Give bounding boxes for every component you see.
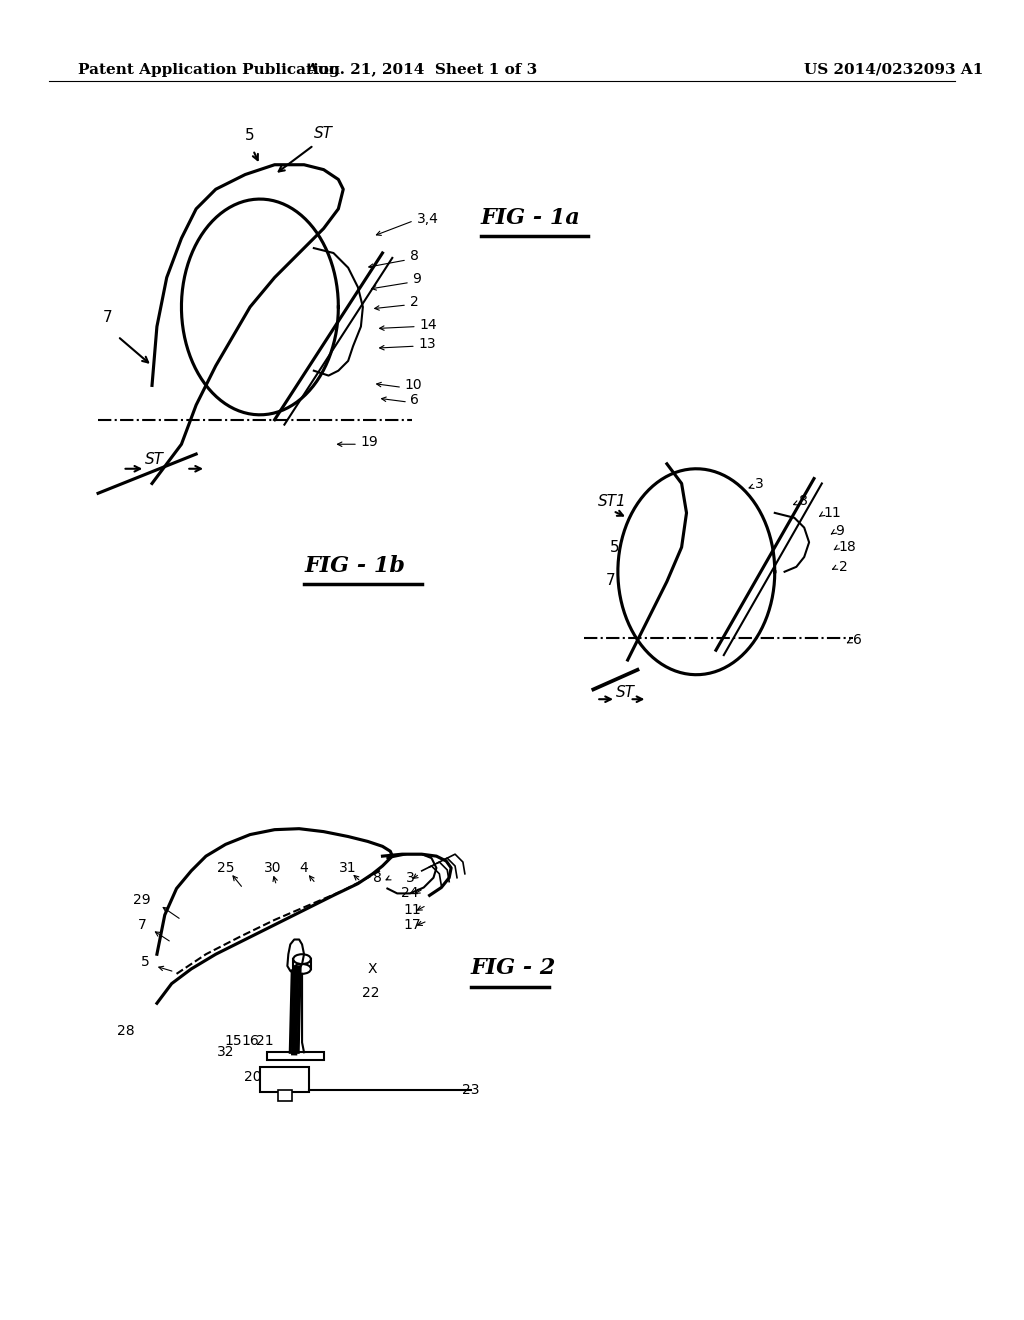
Text: 23: 23 [462, 1082, 479, 1097]
Text: 3: 3 [406, 871, 415, 884]
Text: FIG - 1a: FIG - 1a [480, 206, 581, 228]
Text: 18: 18 [839, 540, 856, 554]
Text: 7: 7 [138, 917, 146, 932]
Text: 5: 5 [610, 540, 620, 556]
Text: 17: 17 [403, 917, 421, 932]
Text: 25: 25 [217, 861, 234, 875]
Text: 9: 9 [412, 272, 421, 286]
Text: 22: 22 [361, 986, 380, 1001]
Text: 30: 30 [264, 861, 282, 875]
Ellipse shape [293, 954, 311, 964]
Text: 4: 4 [300, 861, 308, 875]
Text: 6: 6 [853, 634, 862, 647]
Text: 8: 8 [410, 249, 419, 263]
Bar [278, 1089, 292, 1101]
Text: US 2014/0232093 A1: US 2014/0232093 A1 [804, 62, 984, 77]
Text: 11: 11 [824, 506, 842, 520]
Text: 31: 31 [339, 861, 357, 875]
Text: 16: 16 [242, 1034, 259, 1048]
Text: 8: 8 [800, 494, 808, 508]
Text: X: X [368, 962, 378, 975]
Text: 3: 3 [755, 478, 764, 491]
Text: 6: 6 [410, 393, 419, 407]
Text: 11: 11 [403, 903, 421, 917]
Text: 8: 8 [373, 871, 382, 884]
Text: FIG - 2: FIG - 2 [471, 957, 556, 979]
Text: 21: 21 [256, 1034, 273, 1048]
Text: 24: 24 [401, 887, 419, 900]
FancyBboxPatch shape [260, 1067, 309, 1092]
Text: ST1: ST1 [598, 494, 627, 510]
Text: 7: 7 [103, 310, 113, 325]
Text: 5: 5 [140, 956, 150, 969]
Text: 2: 2 [410, 296, 419, 309]
Bar [267, 1052, 324, 1060]
Text: Aug. 21, 2014  Sheet 1 of 3: Aug. 21, 2014 Sheet 1 of 3 [306, 62, 538, 77]
Text: 7: 7 [606, 573, 615, 589]
Text: 32: 32 [217, 1045, 234, 1059]
Text: ST: ST [314, 127, 333, 141]
Text: 13: 13 [419, 337, 436, 351]
Text: ST: ST [615, 685, 635, 701]
Text: 28: 28 [117, 1024, 134, 1038]
Text: FIG - 1b: FIG - 1b [304, 554, 404, 577]
Text: 14: 14 [420, 318, 437, 331]
Text: Patent Application Publication: Patent Application Publication [79, 62, 340, 77]
Text: 19: 19 [360, 436, 379, 449]
Text: 15: 15 [224, 1034, 243, 1048]
Text: 10: 10 [404, 379, 422, 392]
Text: 2: 2 [839, 560, 847, 574]
Text: 20: 20 [245, 1069, 262, 1084]
Text: ST: ST [145, 451, 164, 467]
Ellipse shape [293, 964, 311, 974]
Text: 5: 5 [246, 128, 255, 143]
Text: 29: 29 [133, 894, 151, 907]
Text: 3,4: 3,4 [417, 211, 438, 226]
Text: 9: 9 [836, 524, 845, 537]
